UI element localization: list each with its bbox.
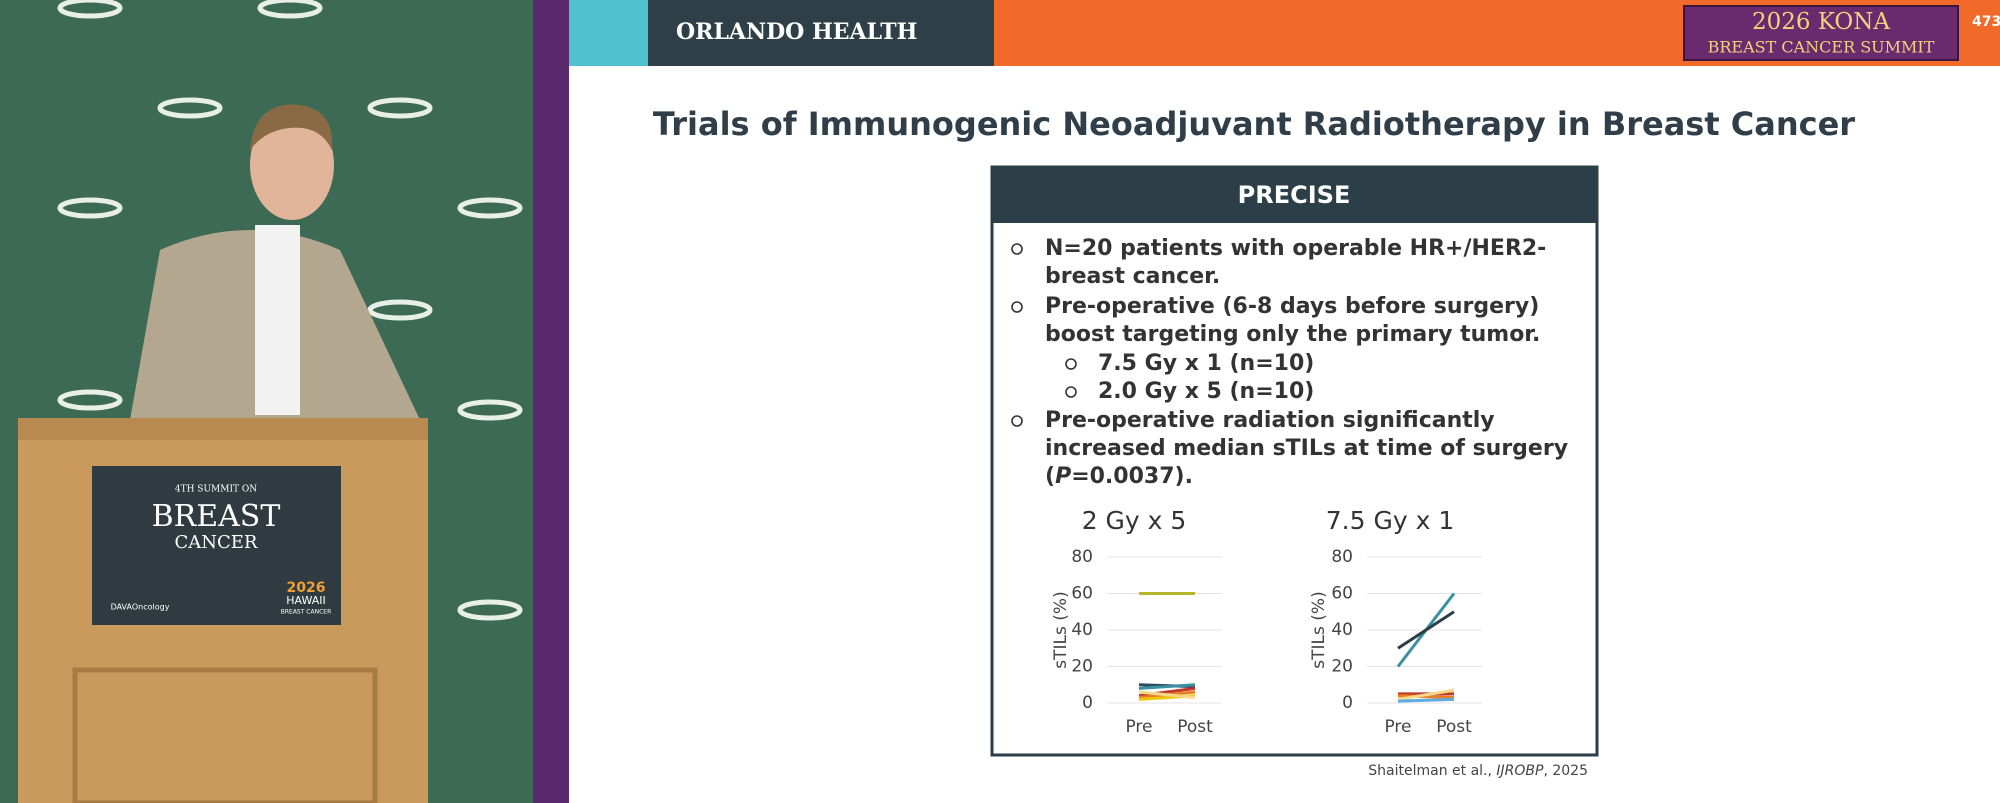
sign-place: HAWAII [286,594,325,607]
x-tick-label: Post [1436,717,1472,737]
slide-number: 473 [1972,14,2000,30]
y-axis-label: sTILs (%) [1309,591,1329,668]
podium-top [18,418,428,440]
event-name: BREAST CANCER SUMMIT [1708,38,1935,57]
chart-title: 7.5 Gy x 1 [1326,506,1454,535]
bullet-text: Pre-operative (6-8 days before surgery) [1045,294,1539,319]
event-badge [1683,5,1959,61]
speaker-hair [250,104,333,150]
podium-sign [92,466,341,625]
series-line [1397,688,1455,701]
y-tick-label: 80 [1071,547,1093,567]
sign-sponsor: DAVAOncology [111,603,170,612]
y-tick-label: 40 [1071,620,1093,640]
slide-title: Trials of Immunogenic Neoadjuvant Radiot… [653,105,1855,143]
sub-bullet-text: 2.0 Gy x 5 (n=10) [1098,379,1314,404]
y-tick-label: 40 [1331,620,1353,640]
speaker-shirt [255,225,300,415]
y-tick-label: 60 [1331,584,1353,604]
sub-bullet-text: 7.5 Gy x 1 (n=10) [1098,351,1314,376]
speaker-head [250,110,334,220]
box-title: PRECISE [1238,181,1351,209]
podium-panel [72,667,378,803]
bullet-text: boost targeting only the primary tumor. [1045,322,1540,347]
bullet-marker [1065,358,1077,370]
speaker-video: 4TH SUMMIT ON BREAST CANCER DAVAOncology… [0,0,533,803]
x-tick-label: Pre [1125,717,1152,737]
bullet-list: N=20 patients with operable HR+/HER2- bre… [1011,236,1568,461]
sign-place: BREAST CANCER [281,609,332,616]
header-brand-bar [648,0,994,66]
series-line [1397,694,1455,700]
series-line [1138,686,1196,698]
x-tick-label: Pre [1384,717,1411,737]
x-tick-label: Post [1177,717,1213,737]
sign-text: 4TH SUMMIT ON [175,485,257,495]
series-line [1138,690,1196,700]
y-tick-label: 20 [1071,657,1093,677]
bullet-marker [1011,415,1023,427]
sign-year: 2026 [287,580,326,596]
y-tick-label: 0 [1082,693,1093,713]
bullet-marker [1065,386,1077,398]
y-tick-label: 0 [1342,693,1353,713]
bullet-text: (P=0.0037). [1045,464,1193,489]
bullet-text: breast cancer. [1045,264,1220,289]
bullet-marker [1011,243,1023,255]
sign-text: CANCER [175,532,258,553]
bullet-text: N=20 patients with operable HR+/HER2- [1045,236,1546,261]
y-tick-label: 80 [1331,547,1353,567]
bullet-text: increased median sTILs at time of surger… [1045,436,1568,461]
divider [533,0,569,803]
backdrop-logos [57,0,523,621]
series-line [1138,683,1196,690]
bullet-text: Pre-operative radiation significantly [1045,408,1495,433]
series-line [1397,610,1455,650]
event-name: 2026 KONA [1752,9,1890,35]
chart-title: 2 Gy x 5 [1082,506,1187,535]
content-box [990,165,1599,757]
brand: ORLANDO HEALTH [676,19,917,45]
citation: Shaitelman et al., IJROBP, 2025 [1368,763,1588,779]
sign-text: BREAST [152,499,281,534]
header-accent [569,0,648,66]
y-tick-label: 20 [1331,657,1353,677]
series-line [1397,697,1455,703]
y-axis-label: sTILs (%) [1051,591,1071,668]
y-tick-label: 60 [1071,584,1093,604]
box-header [992,167,1597,223]
bullet-marker [1011,301,1023,313]
